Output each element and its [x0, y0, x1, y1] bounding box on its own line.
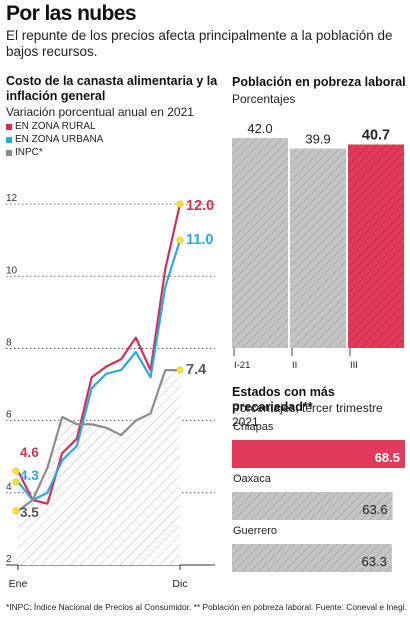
state-bar: [232, 440, 405, 468]
legend-label-urbana: EN ZONA URBANA: [15, 134, 104, 145]
line-chart-subtitle: Variación porcentual anual en 2021: [6, 105, 194, 119]
bar-II: [290, 148, 346, 348]
x-tick-label: Dic: [172, 578, 187, 590]
start-marker: [12, 478, 20, 486]
bar-chart-title: Población en pobreza laboral: [232, 75, 406, 89]
bar-category-label: I-21: [234, 360, 250, 371]
end-marker: [176, 366, 184, 374]
state-value-label: 68.5: [375, 450, 400, 465]
line-chart-title: Costo de la canasta alimentaria y la inf…: [6, 74, 218, 103]
states-chart-title: Estados con más precariedad**: [232, 385, 335, 414]
y-tick-label: 4: [6, 482, 12, 493]
end-value-label: 7.4: [186, 362, 206, 378]
legend-swatch-rural: [6, 123, 12, 130]
state-label: Oaxaca: [233, 473, 272, 485]
bar-value-label: 40.7: [362, 128, 390, 144]
legend-item-inpc: INPC*: [6, 147, 43, 158]
start-value-label: 4.6: [20, 445, 39, 460]
bar-category-label: II: [292, 360, 297, 371]
legend-item-rural: EN ZONA RURAL: [6, 121, 96, 132]
start-marker: [12, 507, 20, 515]
y-tick-label: 12: [6, 193, 18, 204]
y-tick-label: 2: [6, 554, 12, 565]
x-tick-label: Ene: [9, 578, 28, 590]
rural-line: [17, 203, 182, 505]
page-title: Por las nubes: [6, 2, 137, 25]
y-tick-label: 6: [6, 410, 12, 421]
urbana-line: [17, 239, 182, 502]
legend-swatch-inpc: [6, 149, 12, 156]
bar-I-21: [232, 138, 288, 348]
state-value-label: 63.6: [362, 502, 387, 517]
bar-chart-subtitle: Porcentajes: [232, 92, 296, 106]
inpc-area: [18, 370, 180, 565]
end-value-label: 12.0: [186, 198, 214, 214]
legend-item-urbana: EN ZONA URBANA: [6, 134, 103, 145]
start-value-label: 4.3: [20, 468, 39, 483]
end-marker: [176, 200, 184, 208]
states-chart: Chiapas 68.5 Oaxaca 63.6 Guerrero 63.3: [232, 421, 405, 572]
y-tick-label: 8: [6, 337, 12, 348]
end-value-label: 11.0: [186, 232, 213, 248]
states-chart-subtitle: Porcentajes, tercer trimestre 2021: [232, 401, 383, 429]
state-label: Chiapas: [233, 421, 274, 433]
state-bar: [232, 492, 393, 520]
inpc-line: [17, 369, 180, 512]
bar-value-label: 42.0: [247, 121, 272, 136]
legend-swatch-urbana: [6, 136, 12, 143]
legend-label-rural: EN ZONA RURAL: [15, 121, 96, 132]
bar-value-label: 39.9: [305, 132, 330, 147]
line-chart: 2 4 6 8 10 12 Ene Dic 4.6 12.0 4.3 11.0 3.5 7.4: [6, 193, 215, 590]
end-marker: [176, 236, 184, 244]
bar-category-label: III: [350, 360, 358, 371]
start-marker: [12, 467, 20, 475]
footnote: *INPC: Índice Nacional de Precios al Con…: [6, 602, 407, 612]
bar-chart: 42.0 I-21 39.9 II 40.7 III: [232, 121, 404, 371]
state-bar: [232, 544, 392, 572]
state-value-label: 63.3: [362, 554, 387, 569]
y-tick-label: 10: [6, 265, 18, 276]
state-label: Guerrero: [233, 525, 277, 537]
page-subtitle: El repunte de los precios afecta princip…: [6, 28, 393, 59]
legend-label-inpc: INPC*: [15, 147, 43, 158]
start-value-label: 3.5: [20, 505, 39, 520]
bar-III: [348, 144, 404, 348]
